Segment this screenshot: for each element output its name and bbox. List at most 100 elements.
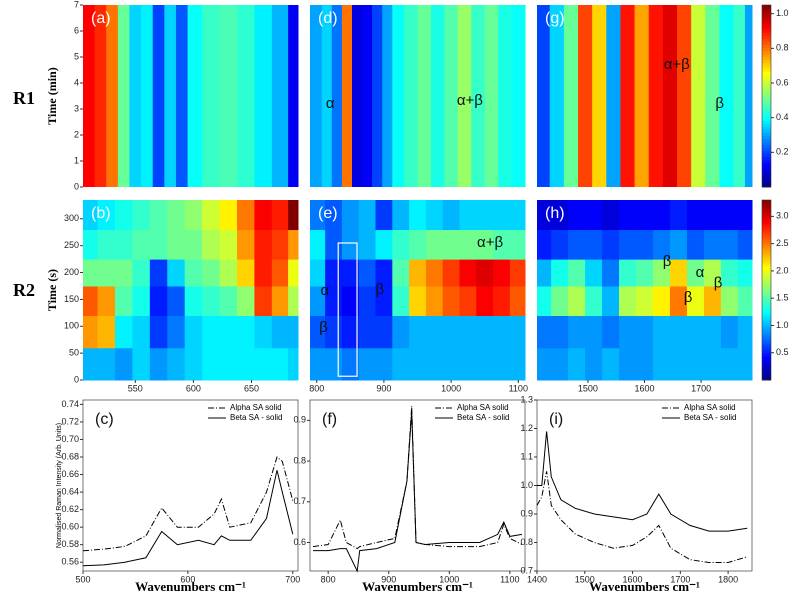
heatmap-cell — [425, 229, 444, 260]
colorbar-segment — [762, 135, 771, 139]
y-tick-label: 0.56 — [61, 557, 79, 567]
heatmap-cell — [325, 347, 343, 381]
heatmap-cell — [114, 315, 133, 349]
heatmap-stripe — [288, 5, 299, 187]
heatmap-cell — [202, 315, 221, 349]
annotation: α+β — [457, 92, 483, 109]
heatmap-cell — [737, 229, 753, 260]
y-tick-label: 1.2 — [520, 423, 533, 433]
annotation: β — [663, 253, 672, 270]
heatmap-cell — [537, 229, 552, 260]
series-line — [537, 431, 748, 532]
colorbar-segment — [762, 266, 771, 270]
heatmap-stripe — [392, 5, 405, 187]
heatmap-stripe — [187, 5, 203, 187]
heatmap-cell — [409, 285, 427, 317]
colorbar-segment — [762, 308, 771, 312]
colorbar-segment — [762, 165, 771, 170]
heatmap-cell — [737, 315, 753, 349]
heatmap-cell — [358, 285, 377, 317]
heatmap-cell — [236, 347, 255, 381]
heatmap-cell — [720, 285, 739, 317]
colorbar-segment — [762, 56, 771, 61]
heatmap-stripe — [606, 5, 621, 187]
colorbar-segment — [762, 311, 771, 315]
heatmap-cell — [409, 229, 427, 260]
heatmap-cell — [254, 229, 273, 260]
panel-label: (e) — [318, 205, 338, 222]
panel: α β β α+β (e) 800 900 1000 1100 — [309, 200, 528, 393]
heatmap-stripe — [219, 5, 238, 187]
heatmap-cell — [83, 200, 99, 231]
y-tick-label: 2 — [74, 129, 79, 139]
x-tick-label: 800 — [321, 574, 336, 584]
heatmap-cell — [271, 200, 289, 231]
heatmap-cell — [619, 259, 637, 287]
heatmap-cell — [669, 315, 688, 349]
colorbar-segment — [762, 362, 771, 366]
heatmap-cell — [509, 315, 526, 349]
heatmap-cell — [184, 347, 203, 381]
heatmap-cell — [619, 285, 637, 317]
y-tick-label: 300 — [64, 213, 79, 223]
heatmap-cell — [602, 229, 620, 260]
y-tick-label: 0.8 — [293, 455, 306, 465]
heatmap-cell — [114, 285, 133, 317]
colorbar-segment — [762, 257, 771, 261]
heatmap-cell — [476, 200, 494, 231]
heatmap-cell — [184, 315, 203, 349]
colorbar-segment — [762, 335, 771, 339]
heatmap-cell — [636, 200, 654, 231]
heatmap-cell — [652, 259, 671, 287]
heatmap-cell — [132, 315, 151, 349]
heatmap-cell — [219, 200, 238, 231]
colorbar-segment — [762, 32, 771, 36]
heatmap-cell — [288, 229, 299, 260]
heatmap-cell — [392, 347, 410, 381]
heatmap-cell — [310, 285, 326, 317]
panel-label: (c) — [95, 411, 114, 428]
y-tick-label: 1.3 — [520, 394, 533, 404]
heatmap-cell — [652, 315, 671, 349]
colorbar-segment — [762, 245, 771, 249]
heatmap-cell — [375, 200, 393, 231]
y-tick-label: 1.1 — [520, 451, 533, 461]
colorbar-segment — [762, 371, 771, 375]
heatmap-stripe — [677, 5, 692, 187]
x-tick-label: 600 — [186, 383, 201, 393]
heatmap-cell — [83, 229, 99, 260]
heatmap-cell — [341, 347, 360, 381]
colorbar-segment — [762, 281, 771, 285]
colorbar-segment — [762, 29, 771, 33]
heatmap-cell — [83, 347, 99, 381]
heatmap-stripe — [331, 5, 343, 187]
colorbar-segment — [762, 317, 771, 321]
x-tick-label: 900 — [381, 574, 396, 584]
heatmap-cell — [325, 200, 343, 231]
x-tick-label: 1000 — [439, 574, 459, 584]
heatmap-cell — [737, 285, 753, 317]
y-tick-label: 0.6 — [293, 537, 306, 547]
colorbar-segment — [762, 62, 771, 67]
heatmap-cell — [568, 259, 586, 287]
y-tick-label: 0 — [74, 181, 79, 191]
heatmap-cell — [167, 229, 186, 260]
heatmap-cell — [537, 200, 552, 231]
heatmap-cell — [442, 200, 460, 231]
heatmap-stripe — [620, 5, 636, 187]
colorbar-segment — [762, 230, 771, 234]
colorbar-segment — [762, 293, 771, 297]
heatmap-cell — [585, 285, 603, 317]
heatmap-cell — [669, 285, 688, 317]
heatmap-cell — [114, 347, 133, 381]
heatmap-cell — [509, 259, 526, 287]
heatmap-cell — [392, 315, 410, 349]
colorbar-segment — [762, 260, 771, 264]
colorbar-segment — [762, 278, 771, 282]
heatmap-cell — [83, 259, 99, 287]
colorbar-segment — [762, 269, 771, 273]
panel: (a) 0 1 2 3 4 5 6 7 Time (min) — [45, 0, 299, 191]
heatmap-stripe — [537, 5, 551, 187]
annotation: β — [319, 319, 328, 336]
